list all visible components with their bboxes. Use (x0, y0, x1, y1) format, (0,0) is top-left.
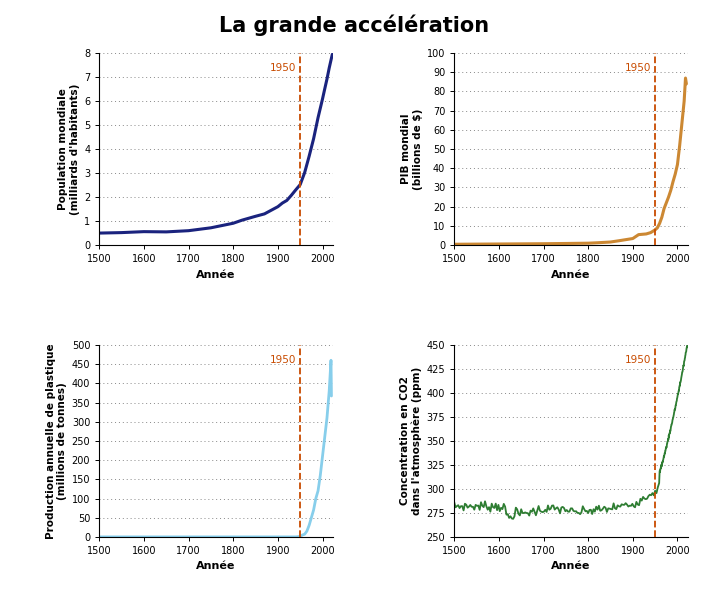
X-axis label: Année: Année (196, 270, 235, 280)
X-axis label: Année: Année (196, 562, 235, 572)
Text: La grande accélération: La grande accélération (220, 15, 489, 36)
Text: 1950: 1950 (270, 355, 296, 365)
X-axis label: Année: Année (552, 270, 591, 280)
Y-axis label: Concentration en CO2
dans l'atmosphère (ppm): Concentration en CO2 dans l'atmosphère (… (400, 367, 423, 515)
Y-axis label: PIB mondial
(billions de $): PIB mondial (billions de $) (401, 109, 423, 190)
Y-axis label: Population mondiale
(milliards d'habitants): Population mondiale (milliards d'habitan… (58, 83, 80, 215)
Text: 1950: 1950 (625, 63, 652, 73)
Text: 1950: 1950 (270, 63, 296, 73)
Text: 1950: 1950 (625, 355, 652, 365)
Y-axis label: Production annuelle de plastique
(millions de tonnes): Production annuelle de plastique (millio… (46, 343, 67, 539)
X-axis label: Année: Année (552, 562, 591, 572)
